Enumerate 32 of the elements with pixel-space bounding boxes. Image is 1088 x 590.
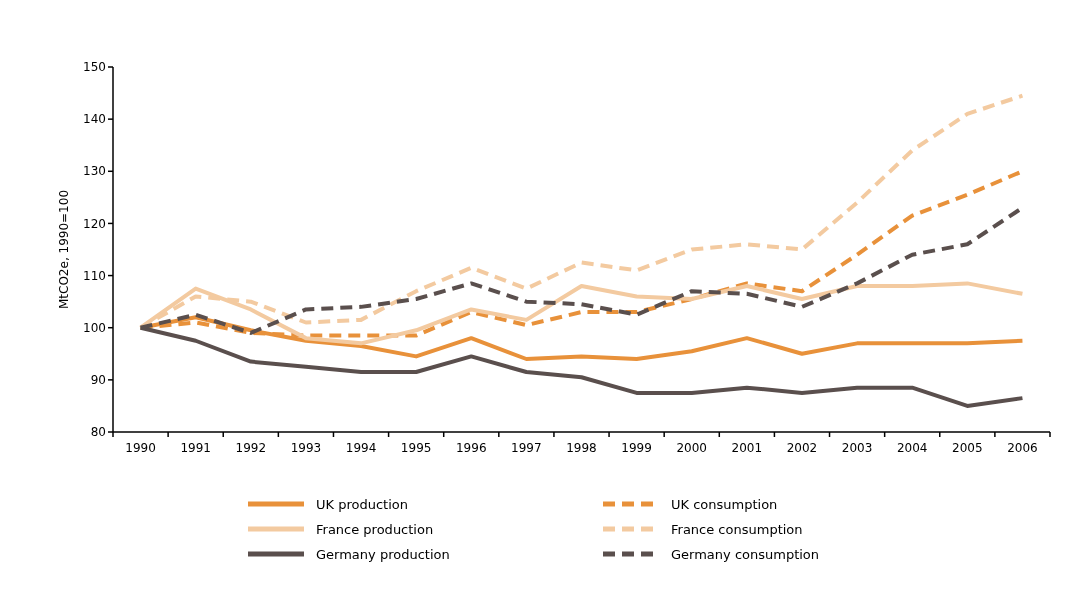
x-tick-label: 1994 (345, 441, 377, 455)
x-tick-label: 1998 (566, 441, 597, 455)
legend-label: UK consumption (671, 496, 778, 512)
y-tick-label: 100 (83, 320, 106, 335)
x-tick-label: 1996 (455, 441, 487, 455)
x-tick-label: 2005 (952, 441, 983, 455)
x-tick-label: 1997 (511, 441, 542, 455)
y-tick-label: 130 (83, 164, 106, 179)
x-tick-label: 1991 (180, 441, 211, 455)
y-tick-label: 150 (83, 60, 106, 75)
x-tick-label: 2003 (841, 441, 873, 455)
y-tick-label: 110 (83, 268, 106, 283)
x-tick-label: 2006 (1007, 441, 1038, 455)
legend-label: UK production (316, 496, 408, 512)
x-tick-label: 1995 (400, 441, 432, 455)
y-tick-label: 80 (90, 425, 106, 440)
x-tick-label: 1992 (235, 441, 267, 455)
y-tick-label: 140 (83, 112, 106, 127)
y-axis-title: MtCO2e, 1990=100 (57, 189, 71, 310)
y-tick-label: 120 (83, 216, 106, 231)
x-tick-label: 2004 (896, 441, 928, 455)
x-tick-label: 1993 (290, 441, 322, 455)
x-tick-label: 2002 (786, 441, 818, 455)
x-tick-label: 2001 (731, 441, 763, 455)
x-tick-label: 1999 (621, 441, 652, 455)
y-tick-label: 90 (90, 373, 106, 388)
legend-label: France consumption (671, 521, 803, 537)
x-tick-label: 2000 (676, 441, 708, 455)
x-tick-label: 1990 (125, 441, 156, 455)
legend-label: Germany production (316, 546, 450, 562)
legend-label: France production (316, 521, 434, 537)
legend-label: Germany consumption (671, 546, 820, 562)
